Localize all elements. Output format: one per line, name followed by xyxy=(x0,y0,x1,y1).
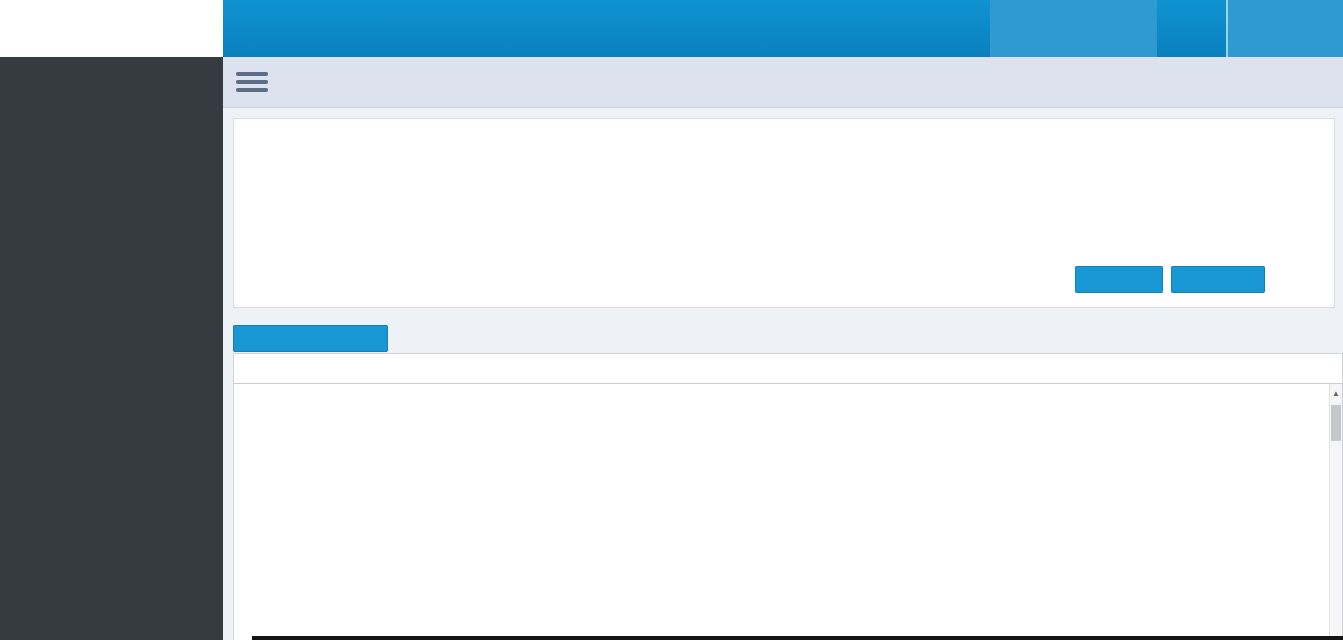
advanced-button[interactable] xyxy=(1171,266,1265,293)
table-body xyxy=(234,384,1342,640)
add-to-workspace-button[interactable] xyxy=(233,325,388,352)
user-menu[interactable] xyxy=(1226,0,1343,57)
scrollbar-thumb[interactable] xyxy=(1331,405,1341,441)
search-button[interactable] xyxy=(1075,266,1163,293)
main-content: ▲ xyxy=(223,108,1343,640)
version-info xyxy=(990,0,1157,57)
horizontal-scroll-strip[interactable] xyxy=(252,636,1343,640)
top-header-bar xyxy=(223,0,1343,57)
logo-area xyxy=(0,0,223,57)
sidebar xyxy=(0,0,223,640)
menu-icon[interactable] xyxy=(236,72,268,92)
scroll-up-icon[interactable]: ▲ xyxy=(1332,389,1340,398)
vertical-scrollbar[interactable]: ▲ xyxy=(1329,384,1342,640)
table-header-row xyxy=(234,354,1342,384)
results-table: ▲ xyxy=(233,353,1343,640)
search-form-panel xyxy=(233,118,1335,308)
subheader-bar xyxy=(223,57,1343,108)
